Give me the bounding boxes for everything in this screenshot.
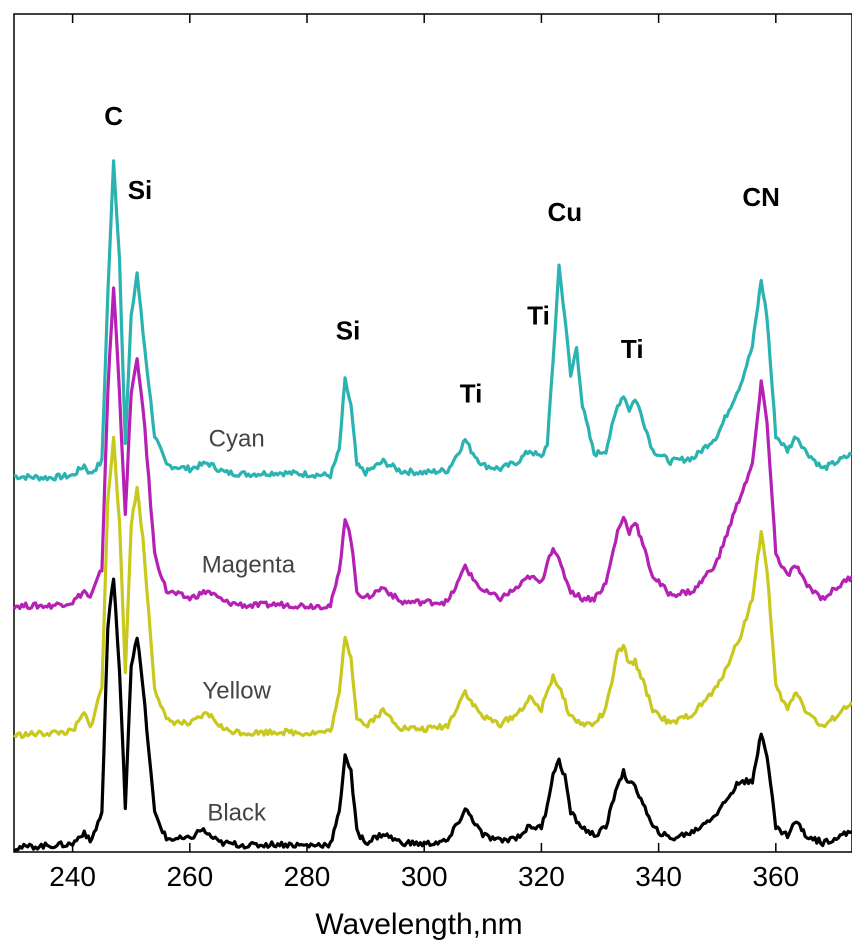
series-label-yellow: Yellow	[202, 677, 271, 704]
peak-label-ti-4: Ti	[527, 301, 550, 331]
x-tick-label: 240	[49, 861, 96, 892]
series-label-group: Cyan Magenta Yellow Black	[202, 426, 296, 827]
peak-label-si-1: Si	[128, 175, 153, 205]
series-line-yellow	[13, 435, 852, 740]
series-line-magenta	[12, 286, 852, 611]
x-tick-label: 260	[166, 861, 213, 892]
series-label-black: Black	[207, 799, 267, 826]
peak-label-ti-3: Ti	[460, 378, 483, 408]
series-label-cyan: Cyan	[209, 426, 265, 453]
x-tick-label: 360	[752, 861, 799, 892]
peak-label-ti-6: Ti	[621, 334, 644, 364]
peak-label-cu-5: Cu	[548, 197, 583, 227]
x-tick-label: 320	[518, 861, 565, 892]
series-label-magenta: Magenta	[202, 552, 296, 579]
peak-label-cn-7: CN	[742, 182, 780, 212]
peak-label-si-2: Si	[336, 315, 361, 345]
series-line-cyan	[13, 159, 852, 482]
series-line-black	[13, 577, 852, 852]
x-tick-label: 340	[635, 861, 682, 892]
series-group	[12, 159, 852, 852]
peak-annotation-group: C Si Si Ti Ti Cu Ti CN	[104, 101, 780, 408]
top-tick-marks	[71, 14, 777, 23]
x-tick-label: 300	[401, 861, 448, 892]
plot-frame	[13, 13, 852, 853]
peak-label-c-0: C	[104, 101, 123, 131]
x-tick-label: 280	[284, 861, 331, 892]
x-axis: 240 260 280 300 320 340 360	[49, 843, 799, 892]
x-axis-title: Wavelength,nm	[315, 908, 522, 941]
